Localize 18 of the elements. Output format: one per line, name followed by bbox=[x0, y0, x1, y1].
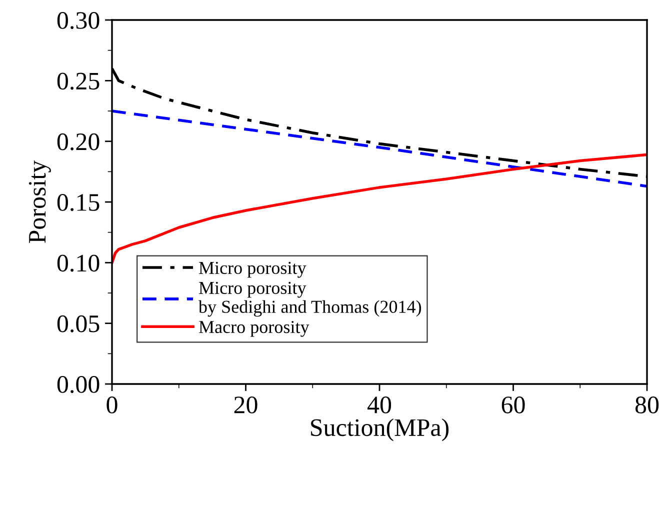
x-tick-label: 40 bbox=[367, 396, 392, 414]
y-tick-label: 0.10 bbox=[57, 254, 100, 272]
legend-label: Macro porosity bbox=[198, 320, 310, 337]
x-tick-label: 20 bbox=[234, 396, 258, 414]
y-tick-label: 0.15 bbox=[57, 194, 100, 212]
y-tick-label: 0.25 bbox=[57, 72, 100, 90]
y-tick-label: 0.20 bbox=[57, 133, 100, 150]
x-axis-title: Suction(MPa) bbox=[311, 418, 449, 442]
legend-label: Micro porosity by Sedighi and Thomas (2014) bbox=[198, 282, 422, 317]
x-tick-label: 0 bbox=[106, 396, 118, 414]
x-tick-label: 60 bbox=[502, 396, 525, 414]
y-tick-label: 0.05 bbox=[57, 315, 100, 332]
x-tick-label: 80 bbox=[635, 396, 659, 414]
legend-label: Micro porosity bbox=[198, 262, 306, 278]
y-axis-title: Porosity bbox=[28, 160, 51, 243]
y-tick-label: 0.00 bbox=[57, 376, 100, 394]
y-tick-label: 0.30 bbox=[57, 12, 100, 30]
line-series bbox=[112, 110, 647, 188]
